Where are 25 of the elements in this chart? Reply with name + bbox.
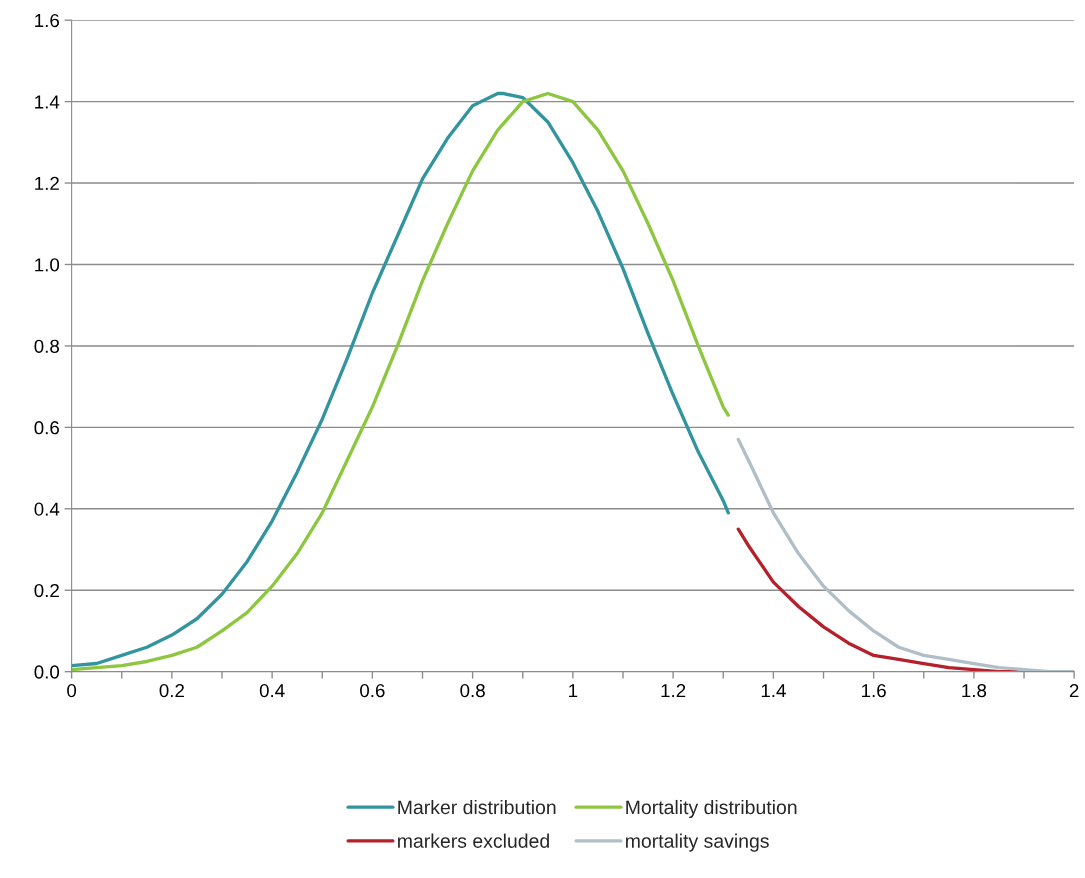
x-tick-label: 0.2 (159, 683, 184, 698)
x-tick-label: 2 (1069, 683, 1079, 698)
y-tick-label: 0.2 (34, 583, 59, 598)
y-tick-label: 1.6 (35, 13, 59, 28)
y-tick-label: 1.2 (35, 176, 59, 190)
x-tick-label: 0 (67, 683, 77, 698)
x-tick-label: 1.4 (761, 684, 786, 698)
x-tick-label: 1.2 (661, 683, 686, 698)
legend-label: Mortality distribution (626, 799, 797, 819)
x-tick-label: 0.4 (259, 683, 285, 698)
line-series (736, 437, 1075, 672)
legend-label: mortality savings (626, 833, 769, 852)
y-tick-label: 0.8 (34, 339, 59, 353)
x-tick-label: 1 (569, 684, 578, 698)
x-tick-label: 1.8 (962, 683, 987, 698)
y-tick-label: 1.4 (35, 95, 60, 109)
y-tick-label: 0.0 (34, 665, 60, 679)
x-tick-label: 0.8 (460, 683, 485, 698)
y-tick-label: 0.4 (34, 502, 60, 516)
legend-label: markers excluded (398, 833, 549, 848)
x-tick-label: 1.6 (862, 683, 886, 698)
x-tick-label: 0.6 (360, 683, 385, 698)
y-tick-label: 0.6 (34, 421, 59, 435)
y-tick-label: 1.0 (35, 258, 60, 272)
legend-label: Marker distribution (398, 799, 556, 815)
